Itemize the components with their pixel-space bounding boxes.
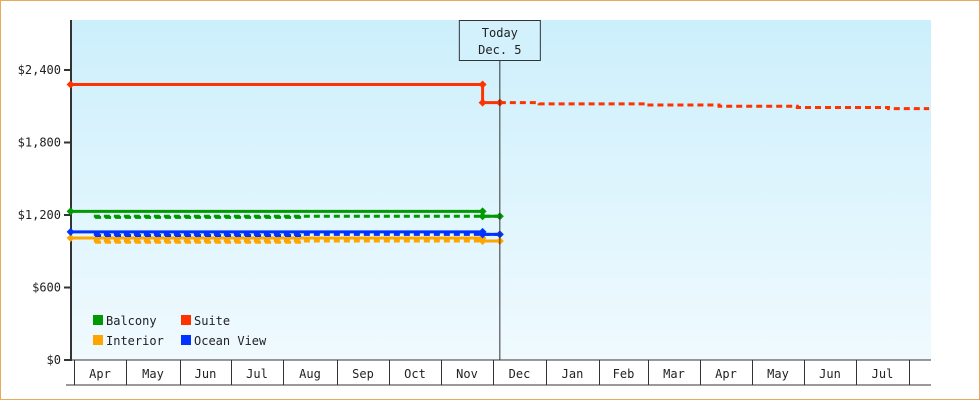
legend-swatch-interior: [93, 335, 103, 345]
x-tick-label: Feb: [613, 367, 635, 381]
x-tick-label: Sep: [352, 367, 374, 381]
series-interior-forecast-line: [91, 239, 500, 244]
x-tick-label: Apr: [89, 367, 111, 381]
series-balcony-point: [478, 207, 487, 216]
today-label: Today: [482, 26, 518, 40]
legend-swatch-ocean-view: [181, 335, 191, 345]
x-tick-label: Jul: [872, 367, 894, 381]
x-tick-label: Jun: [195, 367, 217, 381]
x-tick-label: Jan: [562, 367, 584, 381]
series-suite-point: [66, 80, 75, 89]
series-ocean-view-point: [66, 227, 75, 236]
legend-label-balcony: Balcony: [106, 314, 157, 328]
y-tick-label: $0: [47, 353, 61, 367]
x-tick-label: Mar: [663, 367, 685, 381]
legend-label-ocean-view: Ocean View: [194, 334, 267, 348]
x-tick-label: Nov: [456, 367, 478, 381]
series-ocean-view-forecast-line: [91, 232, 500, 238]
series-suite-forecast-line: [499, 101, 930, 111]
series-suite-history-line: [70, 83, 500, 105]
x-tick-label: May: [142, 367, 164, 381]
series-balcony-point: [478, 212, 487, 221]
x-tick-label: Apr: [715, 367, 737, 381]
x-tick-label: Aug: [299, 367, 321, 381]
y-tick-label: $2,400: [18, 63, 61, 77]
y-tick-label: $1,200: [18, 208, 61, 222]
x-tick-label: Jun: [819, 367, 841, 381]
x-tick-label: Oct: [404, 367, 426, 381]
today-box: [458, 20, 541, 61]
series-balcony-point: [66, 207, 75, 216]
plot-area: [70, 20, 931, 360]
x-tick-label: Jul: [246, 367, 268, 381]
series-interior-point: [66, 233, 75, 242]
legend-label-suite: Suite: [194, 314, 230, 328]
series-interior-point: [478, 236, 487, 245]
series-balcony-forecast-line: [91, 214, 500, 219]
series-suite-point: [478, 80, 487, 89]
series-suite-point: [478, 98, 487, 107]
today-date: Dec. 5: [478, 43, 521, 57]
legend-swatch-suite: [181, 315, 191, 325]
legend-label-interior: Interior: [106, 334, 164, 348]
legend-swatch-balcony: [93, 315, 103, 325]
x-tick-label: Dec: [509, 367, 531, 381]
x-tick-label: May: [767, 367, 789, 381]
series-ocean-view-point: [478, 230, 487, 239]
y-tick-label: $1,800: [18, 136, 61, 150]
y-tick-label: $600: [32, 281, 61, 295]
